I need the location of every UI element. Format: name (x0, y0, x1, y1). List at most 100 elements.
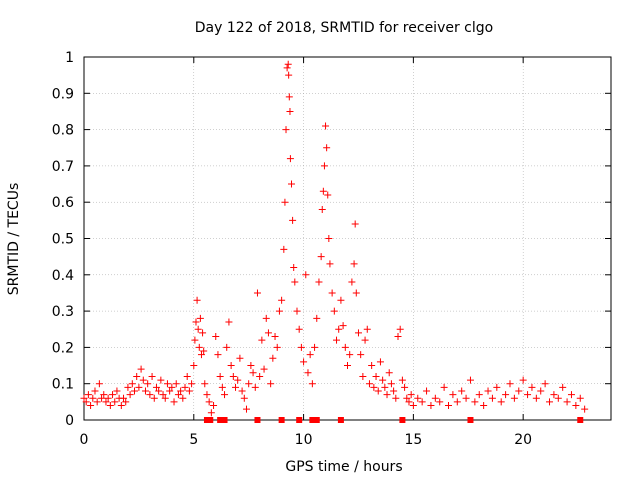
data-point (449, 391, 457, 399)
y-axis-label: SRMTID / TECUs (6, 183, 22, 296)
data-point (462, 394, 470, 402)
data-point (319, 187, 327, 195)
y-tick-label: 0 (65, 413, 74, 429)
data-point (354, 329, 362, 337)
data-point (269, 354, 277, 362)
data-point (475, 391, 483, 399)
data-point (399, 417, 406, 423)
data-point (192, 318, 200, 326)
data-point (254, 417, 261, 423)
data-point (113, 387, 121, 395)
chart-title: Day 122 of 2018, SRMTID for receiver clg… (195, 20, 493, 36)
data-point (247, 362, 255, 370)
data-point (214, 351, 222, 359)
data-point (159, 391, 167, 399)
data-point (161, 394, 169, 402)
data-point (337, 296, 345, 304)
data-point (390, 387, 398, 395)
x-tick-label: 0 (80, 432, 89, 448)
data-point (383, 391, 391, 399)
x-axis-label: GPS time / hours (285, 459, 402, 475)
data-point (348, 278, 356, 286)
data-point (245, 380, 253, 388)
data-point (559, 383, 567, 391)
data-point (234, 376, 242, 384)
data-point (405, 398, 413, 406)
data-point (466, 376, 474, 384)
data-point (199, 329, 207, 337)
data-point (374, 387, 382, 395)
data-point (194, 325, 202, 333)
data-point (139, 376, 147, 384)
data-point (98, 394, 106, 402)
y-tick-label: 0.1 (52, 377, 74, 393)
data-point (260, 365, 268, 373)
data-point (409, 401, 417, 409)
data-point (350, 260, 358, 268)
data-point (290, 264, 298, 272)
data-point (191, 336, 199, 344)
data-point (381, 383, 389, 391)
data-point (201, 380, 209, 388)
data-point (295, 325, 303, 333)
y-tick-label: 0.4 (52, 268, 74, 284)
data-point (304, 369, 312, 377)
data-point (322, 122, 330, 130)
data-point (181, 383, 189, 391)
data-point (91, 387, 99, 395)
data-point (418, 398, 426, 406)
data-point (576, 394, 584, 402)
data-point (126, 391, 134, 399)
data-point (506, 380, 514, 388)
data-point (502, 391, 510, 399)
data-point (458, 387, 466, 395)
data-point (318, 205, 326, 213)
data-point (275, 307, 283, 315)
data-point (100, 391, 108, 399)
data-point (467, 417, 474, 423)
data-point (183, 372, 191, 380)
data-point (262, 314, 270, 322)
data-point (106, 401, 114, 409)
x-tick-label: 5 (189, 432, 198, 448)
data-point (236, 354, 244, 362)
data-point (363, 325, 371, 333)
data-point (320, 162, 328, 170)
data-point (376, 358, 384, 366)
data-point (484, 387, 492, 395)
data-point (146, 391, 154, 399)
y-tick-label: 0.3 (52, 304, 74, 320)
data-point (317, 253, 325, 261)
data-point (546, 398, 554, 406)
data-point (440, 383, 448, 391)
x-axis-ticks: 0 5 10 15 20 (80, 57, 532, 448)
data-point (344, 362, 351, 370)
data-point (185, 387, 193, 395)
data-point (352, 289, 360, 297)
data-point (407, 391, 415, 399)
data-point (207, 409, 215, 417)
data-point (193, 296, 201, 304)
data-point (351, 220, 359, 228)
data-point (168, 383, 176, 391)
data-point (280, 245, 288, 253)
data-point (524, 391, 532, 399)
data-point (195, 343, 203, 351)
data-point (293, 307, 301, 315)
data-point (89, 394, 97, 402)
data-point (137, 365, 145, 373)
data-point (541, 380, 549, 388)
data-point (286, 155, 294, 163)
data-point (285, 93, 293, 101)
data-point (102, 398, 110, 406)
data-point (131, 387, 139, 395)
data-point (341, 343, 349, 351)
data-point (273, 343, 281, 351)
data-point (170, 398, 178, 406)
data-point (227, 362, 235, 370)
data-point (337, 417, 344, 423)
data-point (339, 322, 347, 330)
data-point (394, 333, 402, 341)
data-point (365, 380, 373, 388)
